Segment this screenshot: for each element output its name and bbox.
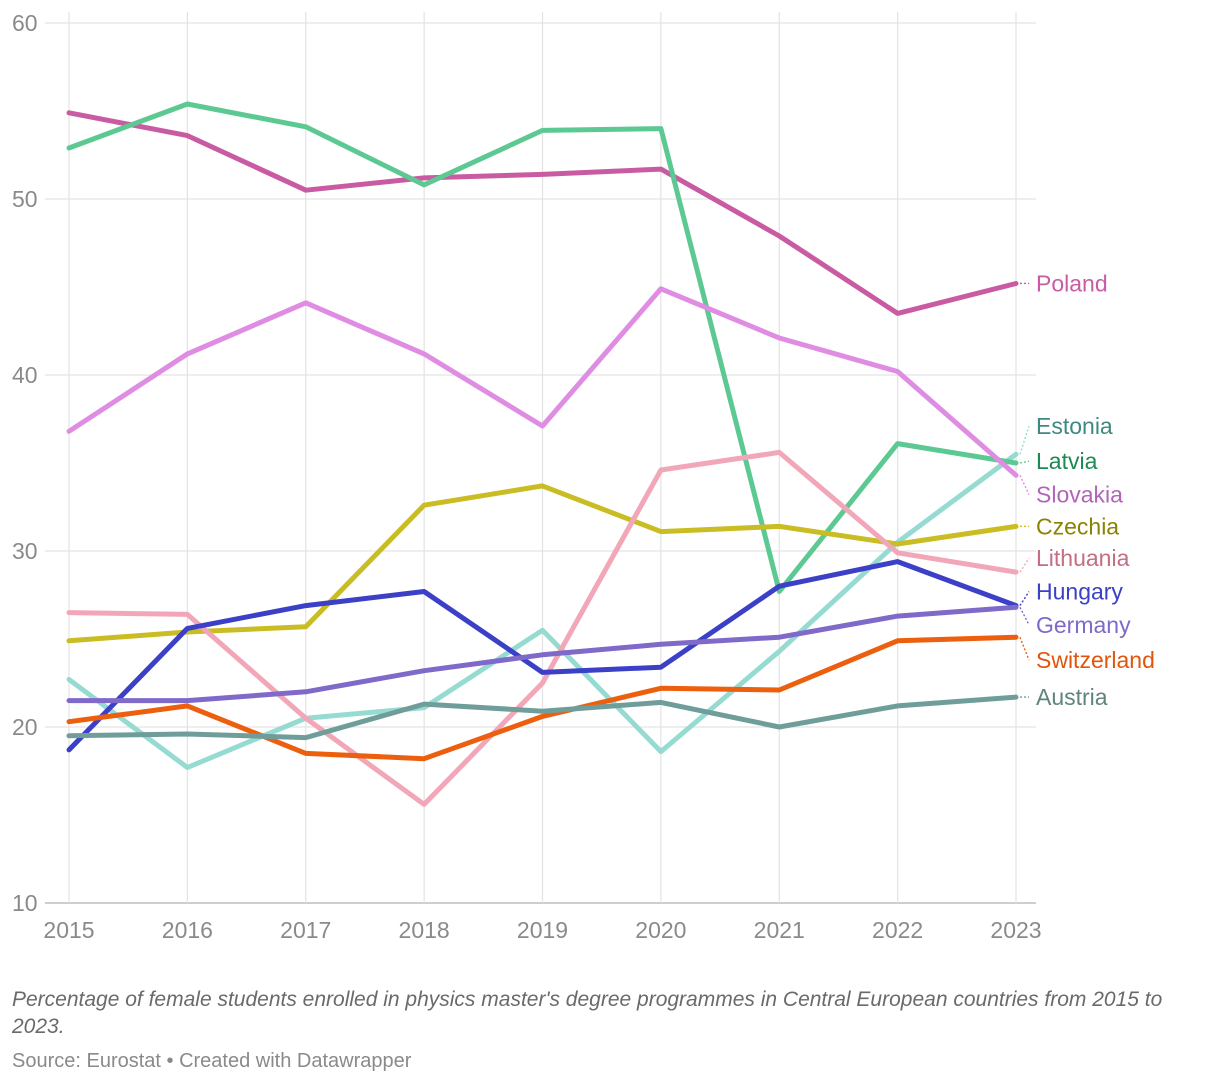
series-line-estonia	[66, 451, 1019, 770]
xtick-label-2019: 2019	[517, 917, 568, 943]
source-note: Source: Eurostat • Created with Datawrap…	[12, 1050, 412, 1072]
series-label-hungary: Hungary	[1036, 578, 1123, 604]
chart-caption: Percentage of female students enrolled i…	[12, 988, 1163, 1038]
ytick-label-20: 20	[12, 714, 38, 740]
axis-tick-labels: 10 20 30 40 50 60 2015 2016 2017 2018 2019 2020 2021…	[12, 10, 1042, 943]
series-label-latvia: Latvia	[1036, 448, 1098, 474]
series-line-germany	[66, 604, 1019, 704]
ytick-label-30: 30	[12, 538, 38, 564]
series-label-switzerland: Switzerland	[1036, 647, 1155, 673]
ytick-label-60: 60	[12, 10, 38, 36]
series-line-poland	[66, 110, 1019, 316]
label-connector-germany	[1019, 607, 1030, 626]
series-lines	[66, 101, 1019, 807]
label-connector-hungary	[1019, 591, 1030, 606]
label-connector-slovakia	[1019, 475, 1030, 495]
ytick-label-40: 40	[12, 362, 38, 388]
series-line-latvia	[66, 101, 1019, 594]
xtick-label-2016: 2016	[162, 917, 213, 943]
series-label-austria: Austria	[1036, 684, 1108, 710]
label-connector-estonia	[1019, 425, 1030, 455]
series-line-lithuania	[66, 449, 1019, 807]
grid-lines	[45, 12, 1036, 904]
label-connector-lithuania	[1019, 557, 1030, 573]
ytick-label-50: 50	[12, 186, 38, 212]
xtick-label-2018: 2018	[399, 917, 450, 943]
series-line-switzerland	[66, 634, 1019, 762]
series-line-slovakia	[66, 286, 1019, 478]
series-labels: Poland Estonia Latvia Slovakia Czechia Lithua…	[1019, 270, 1155, 710]
series-line-hungary	[66, 559, 1019, 753]
ytick-label-10: 10	[12, 890, 38, 916]
series-label-lithuania: Lithuania	[1036, 545, 1130, 571]
series-label-germany: Germany	[1036, 612, 1131, 638]
line-chart: 10 20 30 40 50 60 2015 2016 2017 2018 2019 2020 2021…	[12, 10, 1155, 943]
series-line-czechia	[66, 483, 1019, 644]
label-connector-latvia	[1019, 460, 1030, 464]
series-label-slovakia: Slovakia	[1036, 482, 1123, 508]
xtick-label-2023: 2023	[990, 917, 1041, 943]
xtick-label-2015: 2015	[43, 917, 94, 943]
xtick-label-2022: 2022	[872, 917, 923, 943]
series-label-poland: Poland	[1036, 270, 1108, 296]
series-line-austria	[66, 694, 1019, 741]
series-label-estonia: Estonia	[1036, 413, 1113, 439]
label-connector-switzerland	[1019, 636, 1030, 661]
xtick-label-2020: 2020	[635, 917, 686, 943]
xtick-label-2017: 2017	[280, 917, 331, 943]
series-label-czechia: Czechia	[1036, 513, 1119, 539]
xtick-label-2021: 2021	[754, 917, 805, 943]
